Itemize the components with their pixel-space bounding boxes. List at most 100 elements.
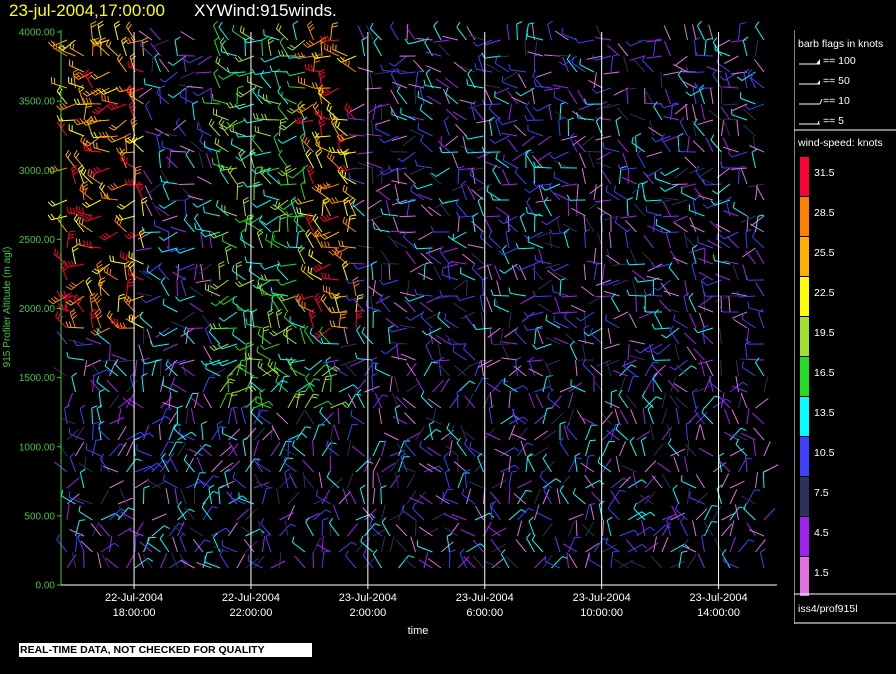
barb-staff <box>355 379 367 393</box>
barb-staff <box>391 393 399 409</box>
wind-barb <box>474 63 493 73</box>
barb-feather <box>218 264 225 268</box>
barb-staff <box>419 494 433 505</box>
wind-barb <box>156 87 170 105</box>
wind-barb <box>143 536 156 553</box>
barb-staff <box>142 170 153 185</box>
barb-feather <box>104 95 107 102</box>
wind-barb <box>243 181 263 188</box>
wind-barb <box>116 199 136 210</box>
barb-feather <box>285 52 290 59</box>
barb-staff <box>296 426 306 441</box>
barb-staff <box>595 135 612 141</box>
barb-feather <box>277 202 281 209</box>
barb-staff <box>368 286 382 297</box>
wind-barb <box>121 36 128 57</box>
wind-barb <box>194 222 212 233</box>
barb-feather <box>258 215 263 222</box>
wind-barb <box>347 523 359 537</box>
wind-barb <box>440 541 454 553</box>
barb-staff <box>382 213 399 217</box>
barb-staff <box>321 489 330 505</box>
barb-staff <box>201 314 212 329</box>
barb-staff <box>584 231 586 249</box>
wind-barb <box>253 409 269 425</box>
wind-barb <box>554 536 561 553</box>
barb-staff <box>425 85 442 89</box>
barb-staff <box>508 312 512 329</box>
wind-barb <box>97 423 110 441</box>
barb-staff <box>394 184 399 201</box>
barb-feather <box>356 312 363 316</box>
wind-barb <box>456 437 467 457</box>
wind-barb <box>342 488 348 505</box>
wind-barb <box>198 263 212 275</box>
wind-barb <box>485 161 501 169</box>
wind-barb <box>549 263 569 272</box>
wind-barb <box>53 366 68 377</box>
barb-staff <box>387 328 391 345</box>
barb-staff <box>126 379 138 393</box>
barb-staff <box>425 345 433 361</box>
barb-feather <box>93 131 98 138</box>
wind-barb <box>277 86 289 105</box>
wind-barb <box>413 243 433 250</box>
wind-barb <box>376 190 391 201</box>
barb-staff <box>279 476 291 489</box>
wind-barb <box>552 84 569 89</box>
barb-staff <box>502 345 510 361</box>
barb-staff <box>330 375 332 393</box>
barb-staff <box>603 215 620 221</box>
barb-staff <box>542 522 553 537</box>
barb-staff <box>163 479 178 489</box>
barb-feather <box>303 266 306 273</box>
wind-barb <box>528 516 535 537</box>
wind-barb <box>302 459 314 473</box>
wind-barb <box>154 128 170 137</box>
wind-barb <box>286 80 306 89</box>
barb-staff <box>585 217 595 233</box>
wind-barb <box>186 327 204 330</box>
barb-feather <box>319 184 325 190</box>
barb-staff <box>605 319 620 329</box>
barb-feather <box>98 132 103 138</box>
wind-barb <box>159 175 178 185</box>
barb-staff <box>582 344 586 361</box>
barb-staff <box>253 555 265 569</box>
barb-feather <box>479 231 483 238</box>
barb-staff <box>180 327 195 337</box>
wind-barb <box>503 377 518 393</box>
barb-feather <box>81 216 87 222</box>
barb-staff <box>111 354 127 361</box>
wind-barb <box>423 552 429 569</box>
barb-staff <box>294 555 306 569</box>
wind-barb <box>213 68 221 89</box>
wind-barb <box>479 231 493 249</box>
barb-feather <box>445 87 449 94</box>
barb-staff <box>69 496 85 505</box>
wind-barb <box>517 427 528 441</box>
barb-staff <box>568 90 578 105</box>
barb-staff <box>172 383 187 393</box>
barb-staff <box>381 536 386 553</box>
barb-feather <box>86 116 93 122</box>
wind-barb <box>500 549 510 569</box>
wind-barb <box>372 309 380 329</box>
barb-feather <box>299 247 304 253</box>
barb-feather <box>356 325 361 331</box>
barb-staff <box>410 263 425 273</box>
wind-barb <box>380 250 391 265</box>
barb-staff <box>134 465 151 473</box>
wind-barb <box>96 260 104 281</box>
wind-barb <box>66 477 80 489</box>
wind-barb <box>195 279 212 284</box>
barb-staff <box>168 376 176 393</box>
wind-barb <box>492 165 501 185</box>
barb-feather <box>502 379 509 383</box>
barb-staff <box>514 124 527 137</box>
barb-feather <box>514 326 519 333</box>
barb-feather <box>523 385 529 391</box>
wind-barb <box>106 379 119 393</box>
barb-feather <box>326 35 330 42</box>
wind-barb <box>205 152 212 169</box>
